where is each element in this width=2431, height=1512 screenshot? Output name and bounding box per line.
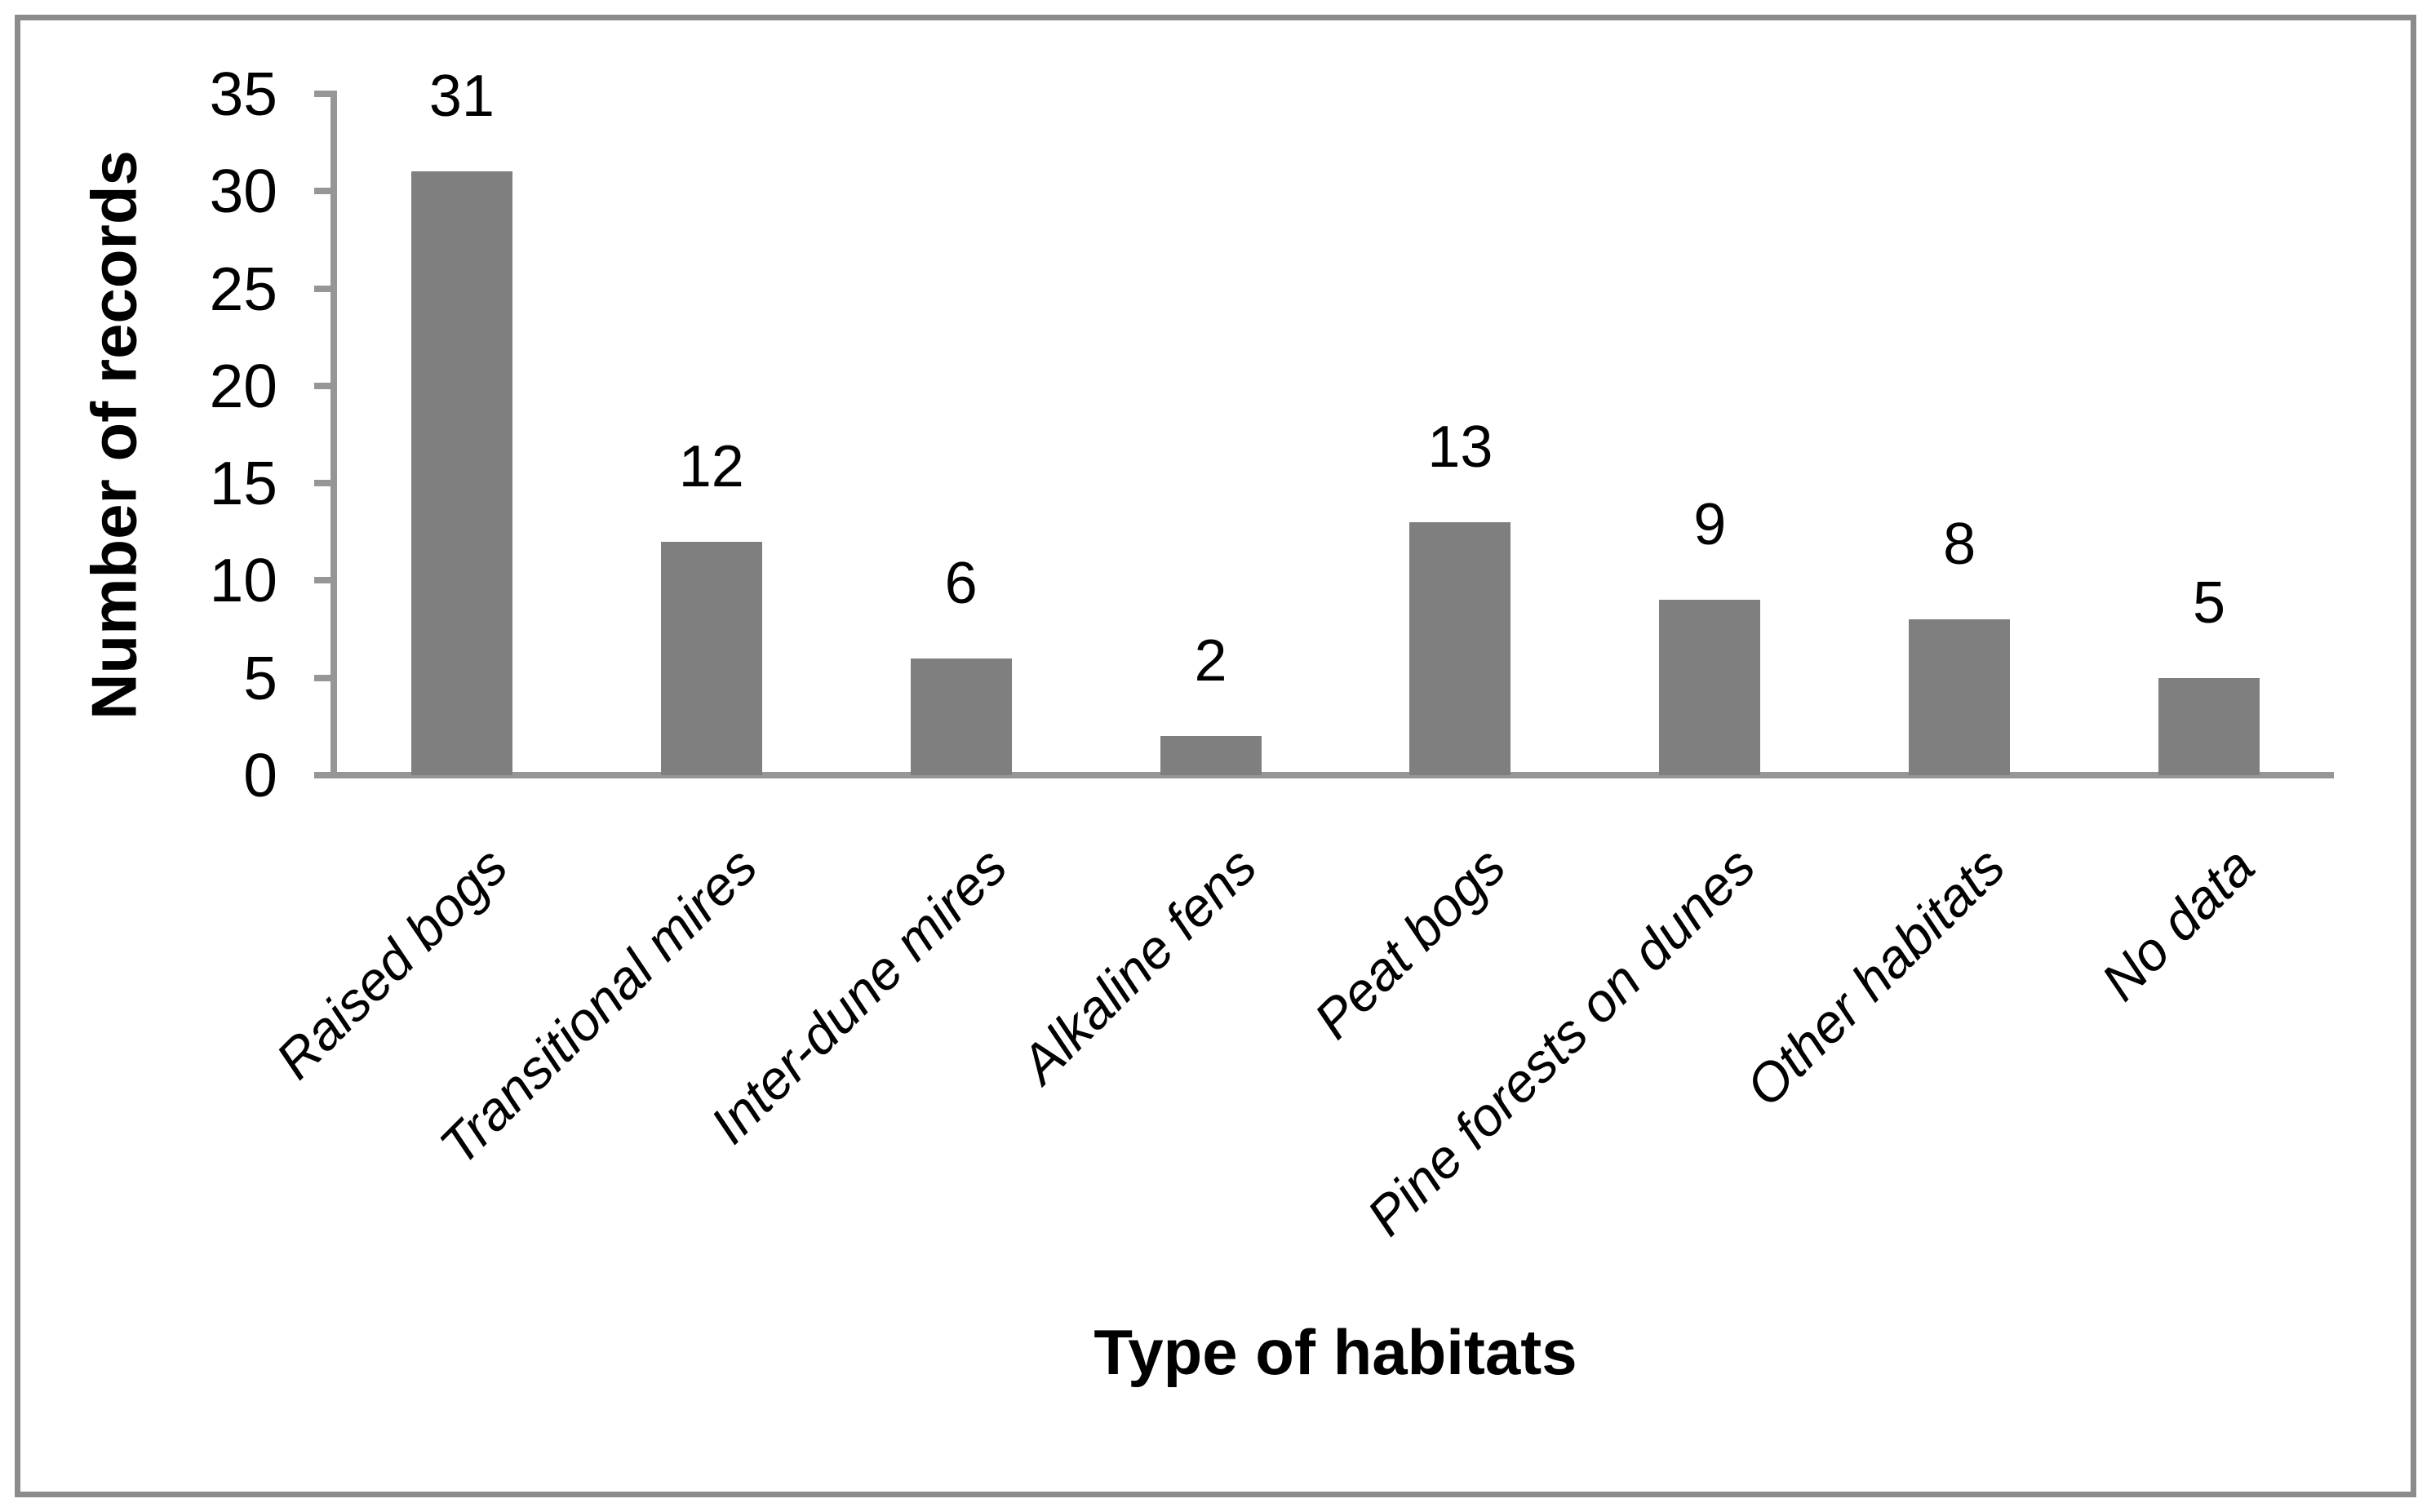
y-axis-tick: [314, 577, 337, 584]
y-axis-tick: [314, 91, 337, 97]
y-axis-tick: [314, 674, 337, 681]
y-axis-tick-label: 25: [209, 254, 277, 323]
bar-transitional-mires: [660, 541, 762, 775]
bar-value-label: 6: [944, 550, 978, 616]
y-axis-tick-label: 20: [209, 351, 277, 420]
y-axis-tick: [314, 772, 337, 778]
y-axis-title: Number of records: [78, 150, 150, 720]
y-axis-tick-label: 0: [243, 741, 277, 809]
y-axis-line: [330, 94, 337, 778]
bar-peat-bogs: [1409, 521, 1511, 775]
y-axis-tick: [314, 285, 337, 292]
bar-other-habitats: [1909, 619, 2011, 775]
bar-raised-bogs: [410, 171, 512, 775]
y-axis-tick: [314, 188, 337, 195]
bar-value-label: 5: [2193, 570, 2226, 636]
bar-inter-dune-mires: [910, 658, 1012, 775]
bar-value-label: 12: [678, 433, 744, 499]
y-axis-tick-label: 5: [243, 643, 277, 712]
y-axis-tick-label: 10: [209, 546, 277, 615]
x-axis-title: Type of habitats: [1094, 1316, 1577, 1388]
bar-alkaline-fens: [1160, 736, 1262, 775]
y-axis-tick: [314, 480, 337, 487]
y-axis-tick-label: 30: [209, 157, 277, 226]
y-axis-tick-label: 15: [209, 449, 277, 518]
bar-value-label: 13: [1427, 414, 1493, 480]
bar-value-label: 31: [428, 64, 495, 130]
x-axis-line: [314, 772, 2334, 778]
y-axis-tick: [314, 382, 337, 389]
bar-value-label: 8: [1943, 512, 1976, 578]
bar-no-data: [2158, 677, 2260, 775]
bar-value-label: 9: [1693, 492, 1727, 558]
bar-pine-forests-on-dunes: [1659, 600, 1761, 775]
bar-value-label: 2: [1194, 628, 1227, 694]
y-axis-tick-label: 35: [209, 60, 277, 128]
